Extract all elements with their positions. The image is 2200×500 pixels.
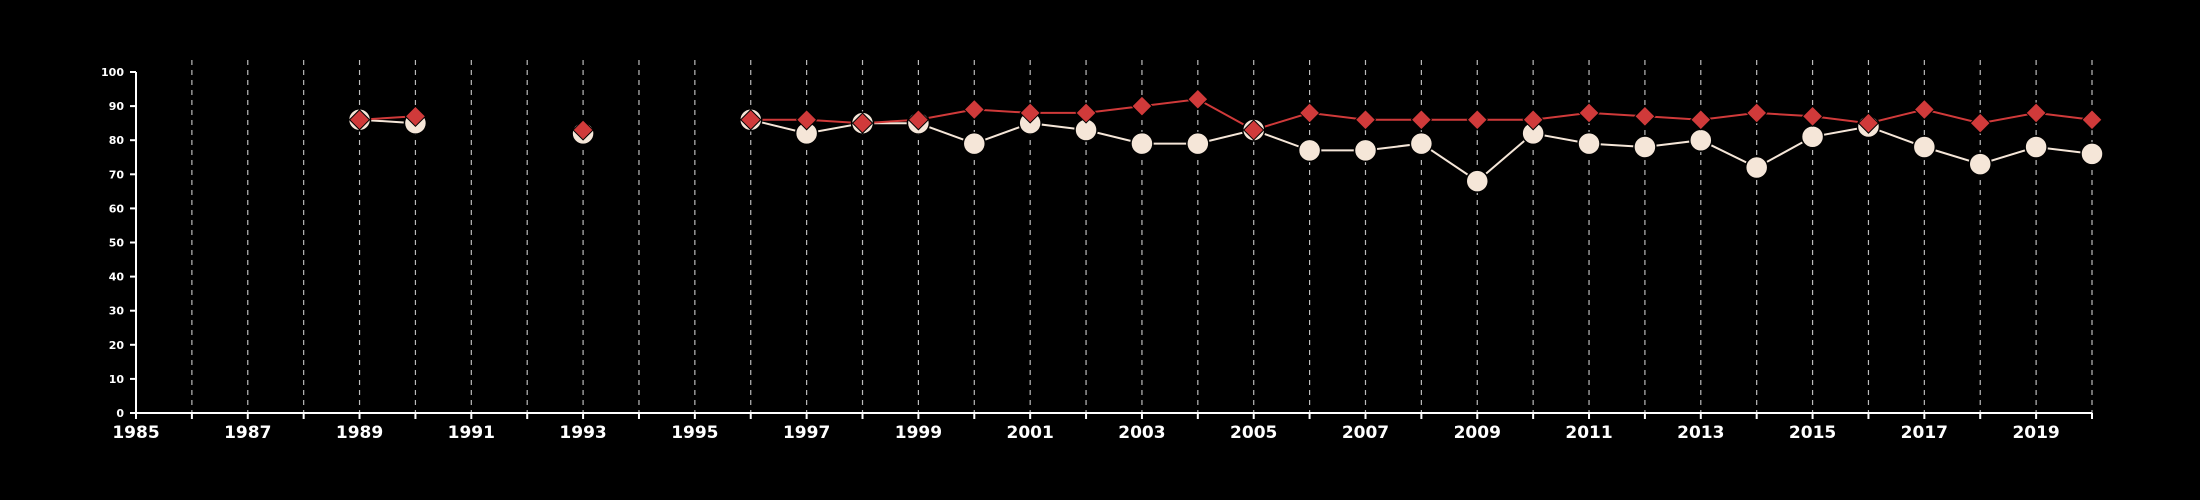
- series-2-point: [1298, 102, 1321, 124]
- axes: 1985 1987 1989 1991 1993 1995 1997 1999 2001 2003…: [101, 66, 2093, 443]
- series-1-point: [1577, 131, 1601, 156]
- series-1-point: [2080, 142, 2104, 166]
- series-2-point: [1187, 88, 1209, 110]
- x-tick-label: 1985: [112, 423, 159, 443]
- x-tick-label: 2005: [1230, 423, 1277, 443]
- x-tick-label: 1987: [224, 423, 271, 443]
- x-tick-label: 2009: [1454, 423, 1501, 443]
- series-2-point: [1019, 102, 1041, 124]
- x-tick-label: 1999: [895, 423, 942, 443]
- grid-lines: [191, 60, 2093, 413]
- series-2-point: [1075, 102, 1097, 124]
- y-tick-label: 60: [109, 202, 125, 215]
- series-2-point: [1690, 109, 1712, 131]
- y-tick-label: 80: [109, 134, 125, 147]
- series-1-point: [1633, 135, 1657, 159]
- series-2-point: [1913, 98, 1936, 121]
- y-tick-label: 50: [109, 237, 125, 250]
- y-tick-label: 0: [116, 407, 124, 420]
- series-1-point: [1800, 125, 1825, 149]
- series-2-point: [1354, 109, 1377, 131]
- y-tick-label: 40: [109, 271, 125, 284]
- series-1-point: [1912, 135, 1937, 159]
- series-2-point: [2081, 109, 2103, 131]
- x-tick-label: 1989: [336, 423, 383, 443]
- series-1-point: [1689, 128, 1713, 152]
- series-group: [347, 88, 2104, 193]
- x-tick-label: 2013: [1677, 423, 1724, 443]
- x-tick-label: 2011: [1565, 423, 1612, 443]
- series-1-point: [1744, 155, 1769, 180]
- series-1-point: [2024, 135, 2048, 159]
- y-tick-label: 30: [109, 305, 125, 318]
- series-1-point: [962, 131, 987, 156]
- series-2-point: [907, 109, 930, 131]
- series-2-point: [1857, 112, 1880, 134]
- series-2-point: [1522, 109, 1544, 131]
- series-1-point: [1409, 131, 1434, 156]
- series-1-point: [1465, 169, 1490, 193]
- y-tick-label: 10: [109, 373, 125, 386]
- x-tick-label: 1991: [448, 423, 495, 443]
- y-tick-label: 90: [109, 100, 125, 113]
- series-2-point: [1466, 109, 1488, 131]
- series-2-point: [348, 109, 371, 131]
- series-1-point: [1297, 138, 1322, 163]
- x-tick-label: 2001: [1007, 423, 1054, 443]
- x-tick-label: 2007: [1342, 423, 1389, 443]
- series-2-point: [1745, 102, 1768, 124]
- series-1-point: [1130, 131, 1154, 156]
- y-tick-label: 70: [109, 168, 125, 181]
- series-2-point: [1410, 109, 1433, 131]
- series-2-point: [740, 109, 762, 131]
- series-2-point: [1131, 95, 1153, 117]
- series-1-point: [1186, 131, 1210, 156]
- x-tick-label: 2017: [1901, 423, 1948, 443]
- x-tick-label: 2003: [1118, 423, 1165, 443]
- series-2-point: [572, 119, 594, 141]
- x-tick-label: 1993: [559, 423, 606, 443]
- series-1-point: [1353, 138, 1378, 163]
- series-2-point: [1578, 102, 1600, 124]
- x-tick-label: 1995: [671, 423, 718, 443]
- series-2-point: [404, 105, 427, 128]
- series-2-point: [963, 98, 985, 121]
- y-tick-label: 100: [101, 66, 124, 79]
- x-tick-label: 2015: [1789, 423, 1836, 443]
- series-2-point: [851, 112, 874, 134]
- series-1-point: [1968, 152, 1992, 176]
- series-2-point: [795, 109, 818, 131]
- series-2-point: [1634, 105, 1656, 128]
- x-tick-label: 1997: [783, 423, 830, 443]
- series-2-point: [1969, 112, 1991, 134]
- series-2-point: [1801, 105, 1824, 128]
- series-2-point: [2025, 102, 2047, 124]
- y-tick-label: 20: [109, 339, 125, 352]
- series-2-point: [1243, 119, 1265, 141]
- x-tick-label: 2019: [2012, 423, 2059, 443]
